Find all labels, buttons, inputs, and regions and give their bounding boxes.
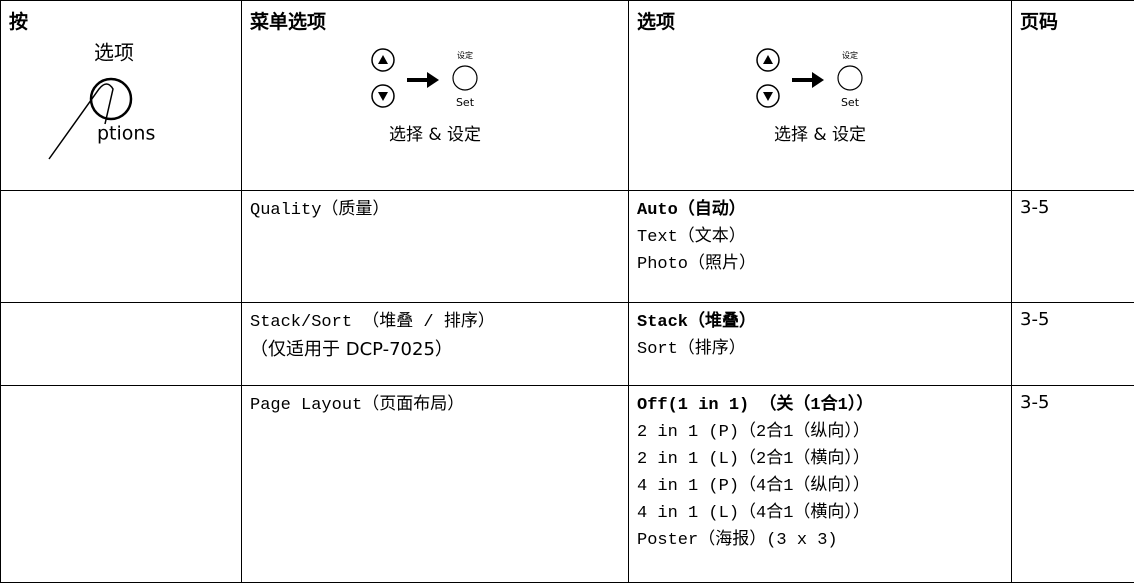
page-cell: 3-5 bbox=[1012, 191, 1134, 303]
option-text: Text（文本） bbox=[637, 224, 1003, 251]
page-cell: 3-5 bbox=[1012, 386, 1134, 583]
icon-set-label: Set bbox=[456, 96, 475, 109]
menu-cell: Page Layout（页面布局） bbox=[242, 386, 629, 583]
menu-text: Stack/Sort （堆叠 / 排序） bbox=[250, 309, 620, 336]
header-press: 按 bbox=[9, 7, 233, 34]
menu-header-cell: 菜单选项 设定 Set 选择 & 设定 bbox=[242, 1, 629, 191]
menu-cell: Quality（质量） bbox=[242, 191, 629, 303]
header-row: 按 选项 ptions 菜单选项 设定 Set 选择 & 设定 选项 设定 Se… bbox=[1, 1, 1134, 191]
option-text: Stack（堆叠） bbox=[637, 309, 1003, 336]
option-text: Auto（自动） bbox=[637, 197, 1003, 224]
option-text: 4 in 1 (P)（4合1（纵向）） bbox=[637, 473, 1003, 500]
icon-small-label: 设定 bbox=[457, 50, 473, 60]
select-set-icon: 设定 Set bbox=[750, 46, 890, 116]
menu-text: （仅适用于 DCP-7025） bbox=[250, 336, 620, 363]
select-set-icon: 设定 Set bbox=[365, 46, 505, 116]
option-text: Off(1 in 1) （关（1合1）） bbox=[637, 392, 1003, 419]
page-number: 3-5 bbox=[1020, 197, 1126, 218]
table-row: Page Layout（页面布局）Off(1 in 1) （关（1合1））2 i… bbox=[1, 386, 1134, 583]
page-cell: 3-5 bbox=[1012, 303, 1134, 386]
press-cell bbox=[1, 191, 242, 303]
icon-small-label: 设定 bbox=[842, 50, 858, 60]
header-menu: 菜单选项 bbox=[250, 7, 620, 34]
options-cell: Stack（堆叠）Sort（排序） bbox=[629, 303, 1012, 386]
button-partial-text: ptions bbox=[97, 123, 155, 145]
menu-text: Page Layout（页面布局） bbox=[250, 392, 620, 419]
icon-set-label: Set bbox=[841, 96, 860, 109]
press-cell: 按 选项 ptions bbox=[1, 1, 242, 191]
option-text: Sort（排序） bbox=[637, 336, 1003, 363]
page-number: 3-5 bbox=[1020, 309, 1126, 330]
press-cell bbox=[1, 386, 242, 583]
option-text: Photo（照片） bbox=[637, 251, 1003, 278]
button-label: 选项 bbox=[94, 41, 134, 65]
table-row: Quality（质量） Auto（自动）Text（文本）Photo（照片） 3-5 bbox=[1, 191, 1134, 303]
options-cell: Auto（自动）Text（文本）Photo（照片） bbox=[629, 191, 1012, 303]
option-text: 4 in 1 (L)（4合1（横向）） bbox=[637, 500, 1003, 527]
menu-cell: Stack/Sort （堆叠 / 排序）（仅适用于 DCP-7025） bbox=[242, 303, 629, 386]
option-text: 2 in 1 (P)（2合1（纵向）） bbox=[637, 419, 1003, 446]
option-text: 2 in 1 (L)（2合1（横向）） bbox=[637, 446, 1003, 473]
option-text: Poster（海报）(3 x 3) bbox=[637, 527, 1003, 554]
header-page: 页码 bbox=[1020, 7, 1126, 34]
icon-caption: 选择 & 设定 bbox=[250, 120, 620, 145]
menu-text: Quality（质量） bbox=[250, 197, 620, 224]
press-cell bbox=[1, 303, 242, 386]
page-number: 3-5 bbox=[1020, 392, 1126, 413]
icon-caption: 选择 & 设定 bbox=[637, 120, 1003, 145]
page-header-cell: 页码 bbox=[1012, 1, 1134, 191]
table-row: Stack/Sort （堆叠 / 排序）（仅适用于 DCP-7025）Stack… bbox=[1, 303, 1134, 386]
options-header-cell: 选项 设定 Set 选择 & 设定 bbox=[629, 1, 1012, 191]
options-cell: Off(1 in 1) （关（1合1））2 in 1 (P)（2合1（纵向））2… bbox=[629, 386, 1012, 583]
header-options: 选项 bbox=[637, 7, 1003, 34]
options-button: 选项 ptions bbox=[9, 34, 234, 164]
